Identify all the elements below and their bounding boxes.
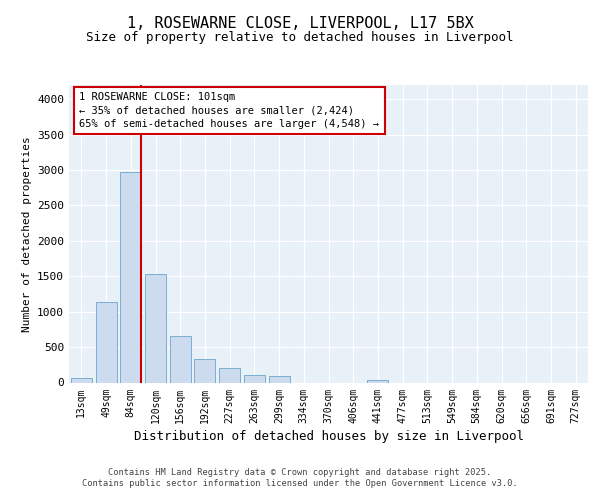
Y-axis label: Number of detached properties: Number of detached properties [22,136,32,332]
Bar [170,336,191,382]
Text: Contains HM Land Registry data © Crown copyright and database right 2025.
Contai: Contains HM Land Registry data © Crown c… [82,468,518,487]
X-axis label: Distribution of detached houses by size in Liverpool: Distribution of detached houses by size … [133,430,523,442]
Bar [71,378,92,382]
Bar [367,380,388,382]
Text: 1 ROSEWARNE CLOSE: 101sqm
← 35% of detached houses are smaller (2,424)
65% of se: 1 ROSEWARNE CLOSE: 101sqm ← 35% of detac… [79,92,379,129]
Text: 1, ROSEWARNE CLOSE, LIVERPOOL, L17 5BX: 1, ROSEWARNE CLOSE, LIVERPOOL, L17 5BX [127,16,473,31]
Bar [120,172,141,382]
Bar [95,302,116,382]
Bar [194,359,215,382]
Text: Size of property relative to detached houses in Liverpool: Size of property relative to detached ho… [86,32,514,44]
Bar [219,368,240,382]
Bar [269,376,290,382]
Bar [244,376,265,382]
Bar [145,274,166,382]
